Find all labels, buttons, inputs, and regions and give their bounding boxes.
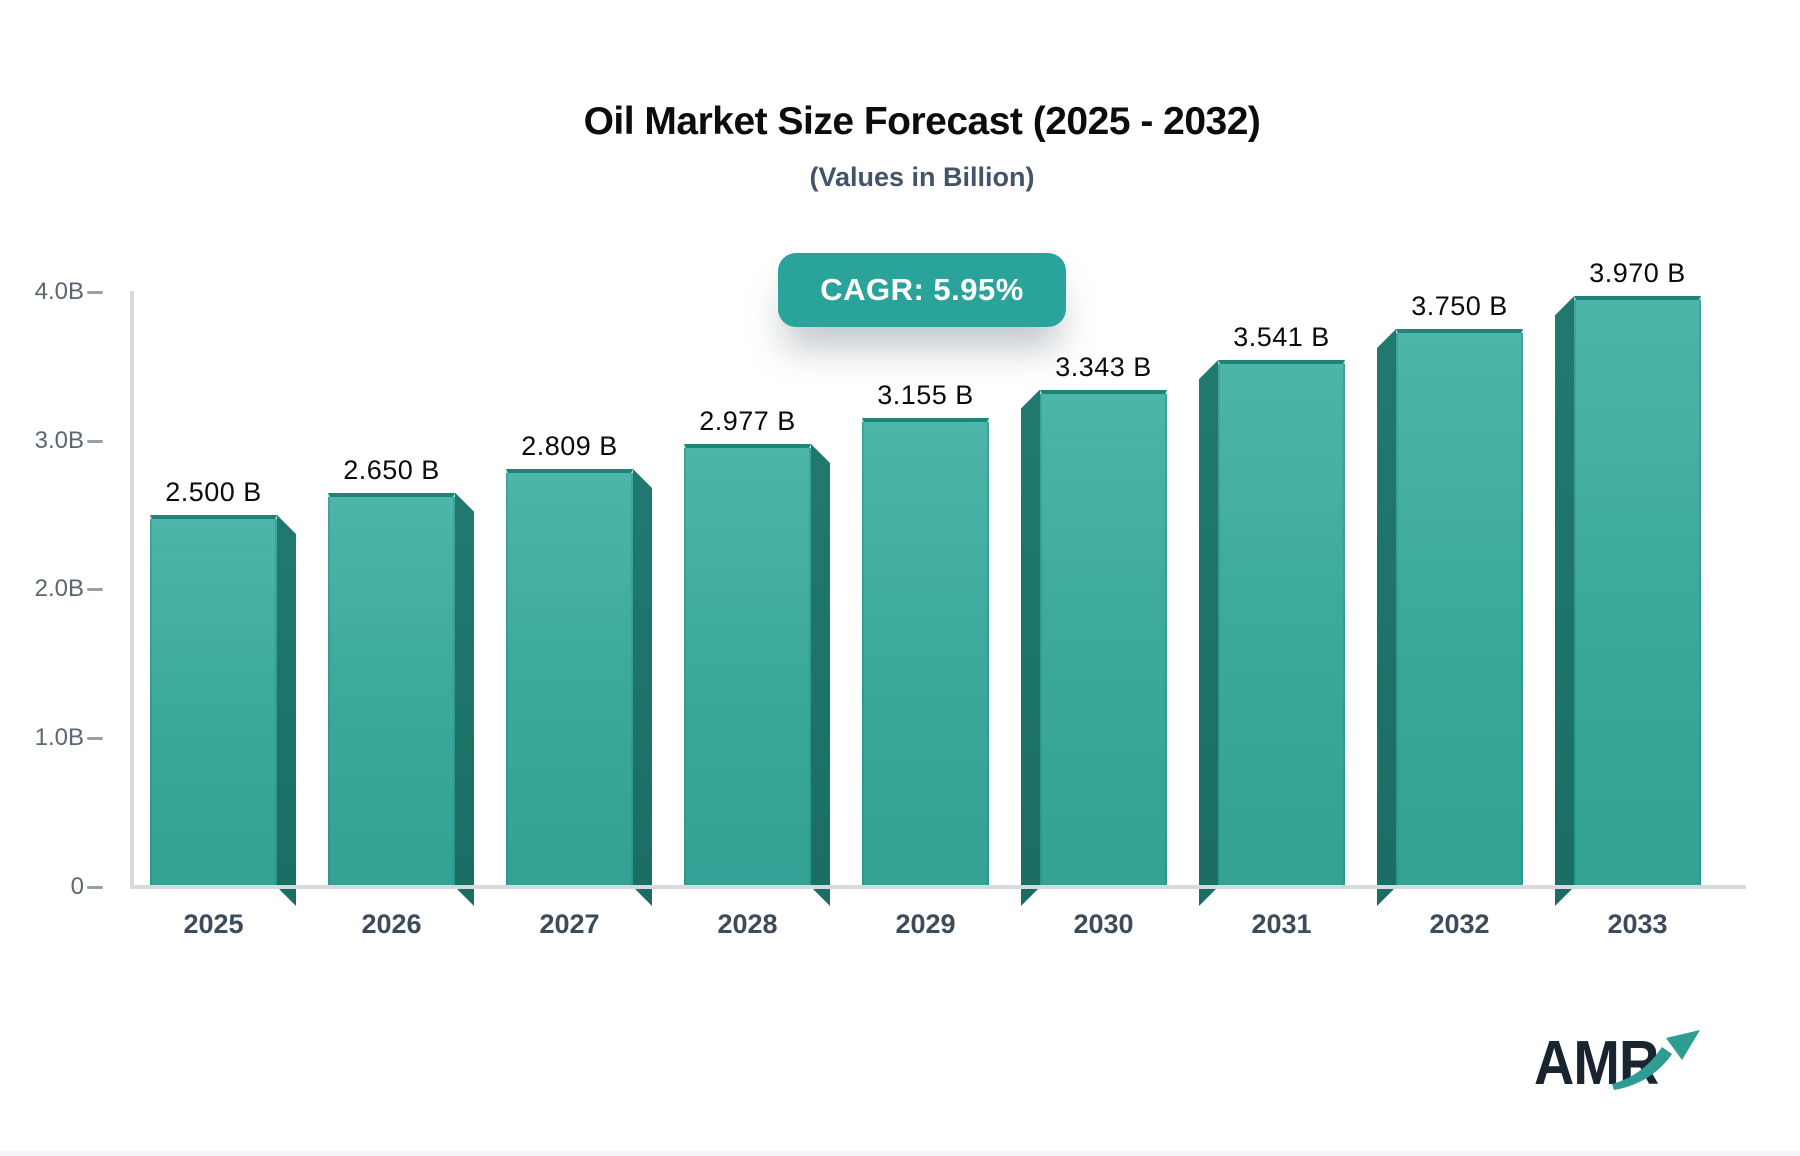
cagr-badge: CAGR: 5.95% bbox=[778, 253, 1066, 327]
bar-value-label: 3.541 B bbox=[1233, 322, 1330, 353]
y-tick-label: 4.0B bbox=[34, 277, 84, 305]
bar-side-2033 bbox=[1555, 296, 1574, 906]
bar-face-2032 bbox=[1396, 329, 1523, 887]
bar-side-2028 bbox=[811, 444, 830, 906]
bar-face-2028 bbox=[684, 444, 811, 887]
bar-side-2031 bbox=[1199, 360, 1218, 906]
bar-face-2027 bbox=[506, 469, 633, 887]
bar-side-2030 bbox=[1021, 390, 1040, 906]
y-tick-label: 0 bbox=[70, 873, 84, 900]
bar-value-label: 2.500 B bbox=[165, 477, 262, 507]
y-tick-dash bbox=[87, 886, 103, 889]
x-axis-line bbox=[130, 885, 1746, 889]
bar-side-2025 bbox=[277, 515, 296, 906]
page-bottom-edge bbox=[0, 1151, 1800, 1156]
x-tick-label: 2027 bbox=[539, 909, 600, 939]
brand-logo-text: AMR bbox=[1534, 1029, 1659, 1098]
x-tick-label: 2033 bbox=[1607, 909, 1668, 939]
bar-face-2025 bbox=[150, 515, 277, 887]
brand-logo: AMR bbox=[1534, 1029, 1734, 1116]
y-tick-label: 2.0B bbox=[34, 575, 84, 603]
bar-value-label: 2.809 B bbox=[521, 431, 618, 462]
growth-arrow-icon bbox=[1612, 1030, 1700, 1090]
x-tick-label: 2029 bbox=[895, 909, 956, 939]
bar-face-2031 bbox=[1218, 360, 1345, 887]
bar-face-2029 bbox=[862, 417, 989, 887]
bar-value-label: 3.970 B bbox=[1589, 258, 1686, 289]
bar-side-2026 bbox=[455, 493, 474, 906]
chart-subtitle: (Values in Billion) bbox=[809, 162, 1035, 192]
bar-face-2026 bbox=[328, 492, 455, 887]
bar-value-label: 2.977 B bbox=[699, 406, 796, 437]
bar-side-2032 bbox=[1377, 329, 1396, 906]
bar-value-label: 2.650 B bbox=[343, 454, 440, 485]
bar-value-label: 3.155 B bbox=[877, 379, 974, 410]
chart-title: Oil Market Size Forecast (2025 - 2032) bbox=[583, 100, 1261, 143]
y-tick-dash bbox=[87, 439, 103, 443]
bar-side-2027 bbox=[633, 469, 652, 906]
x-tick-label: 2025 bbox=[183, 909, 244, 939]
y-tick-dash bbox=[87, 290, 103, 294]
bar-face-2033 bbox=[1574, 296, 1701, 887]
y-axis-line bbox=[130, 291, 134, 886]
y-tick-dash bbox=[87, 737, 103, 741]
x-tick-label: 2030 bbox=[1073, 909, 1134, 939]
cagr-badge-row: CAGR: 5.95% bbox=[0, 253, 1800, 327]
y-tick-dash bbox=[87, 588, 103, 592]
x-tick-label: 2026 bbox=[361, 909, 422, 939]
y-tick-label: 3.0B bbox=[34, 426, 84, 454]
x-tick-label: 2031 bbox=[1251, 909, 1312, 939]
bar-face-2030 bbox=[1040, 389, 1167, 887]
x-tick-label: 2032 bbox=[1429, 909, 1490, 939]
y-tick-label: 1.0B bbox=[34, 724, 84, 752]
x-tick-label: 2028 bbox=[717, 909, 778, 939]
bar-value-label: 3.750 B bbox=[1411, 291, 1508, 321]
bar-value-label: 3.343 B bbox=[1055, 351, 1152, 382]
